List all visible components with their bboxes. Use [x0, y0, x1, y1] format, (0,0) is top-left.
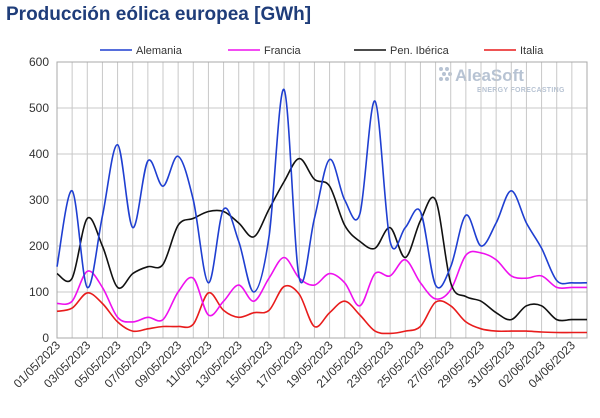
- legend: Alemania Francia Pen. Ibérica Italia: [100, 45, 544, 57]
- aleasoft-logo: AleaSoft ENERGY FORECASTING: [439, 66, 565, 94]
- aleasoft-logo-tagline: ENERGY FORECASTING: [477, 87, 565, 94]
- series-line-francia: [56, 250, 587, 323]
- aleasoft-logo-name: AleaSoft: [455, 66, 524, 85]
- y-axis-ticks: 0 100 200 300 400 500 600: [29, 55, 49, 345]
- legend-label: Pen. Ibérica: [390, 45, 450, 57]
- chart-title: Producción eólica europea [GWh]: [6, 4, 312, 25]
- series-line-pen-ib-rica: [56, 157, 587, 322]
- series-line-italia: [56, 284, 587, 335]
- y-tick-label: 100: [29, 285, 49, 299]
- grid: [56, 61, 588, 339]
- legend-label: Francia: [264, 45, 302, 57]
- legend-label: Alemania: [136, 45, 183, 57]
- x-axis-ticks: 01/05/202303/05/202305/05/202307/05/2023…: [11, 338, 578, 391]
- y-tick-label: 200: [29, 239, 49, 253]
- legend-label: Italia: [520, 45, 544, 57]
- series-lines: [56, 88, 588, 335]
- y-tick-label: 500: [29, 101, 49, 115]
- aleasoft-logo-icon: [439, 67, 452, 81]
- y-tick-label: 400: [29, 147, 49, 161]
- series-line-alemania: [56, 88, 588, 293]
- plot-frame: [56, 61, 588, 339]
- y-tick-label: 600: [29, 55, 49, 69]
- y-tick-label: 0: [42, 331, 49, 345]
- y-tick-label: 300: [29, 193, 49, 207]
